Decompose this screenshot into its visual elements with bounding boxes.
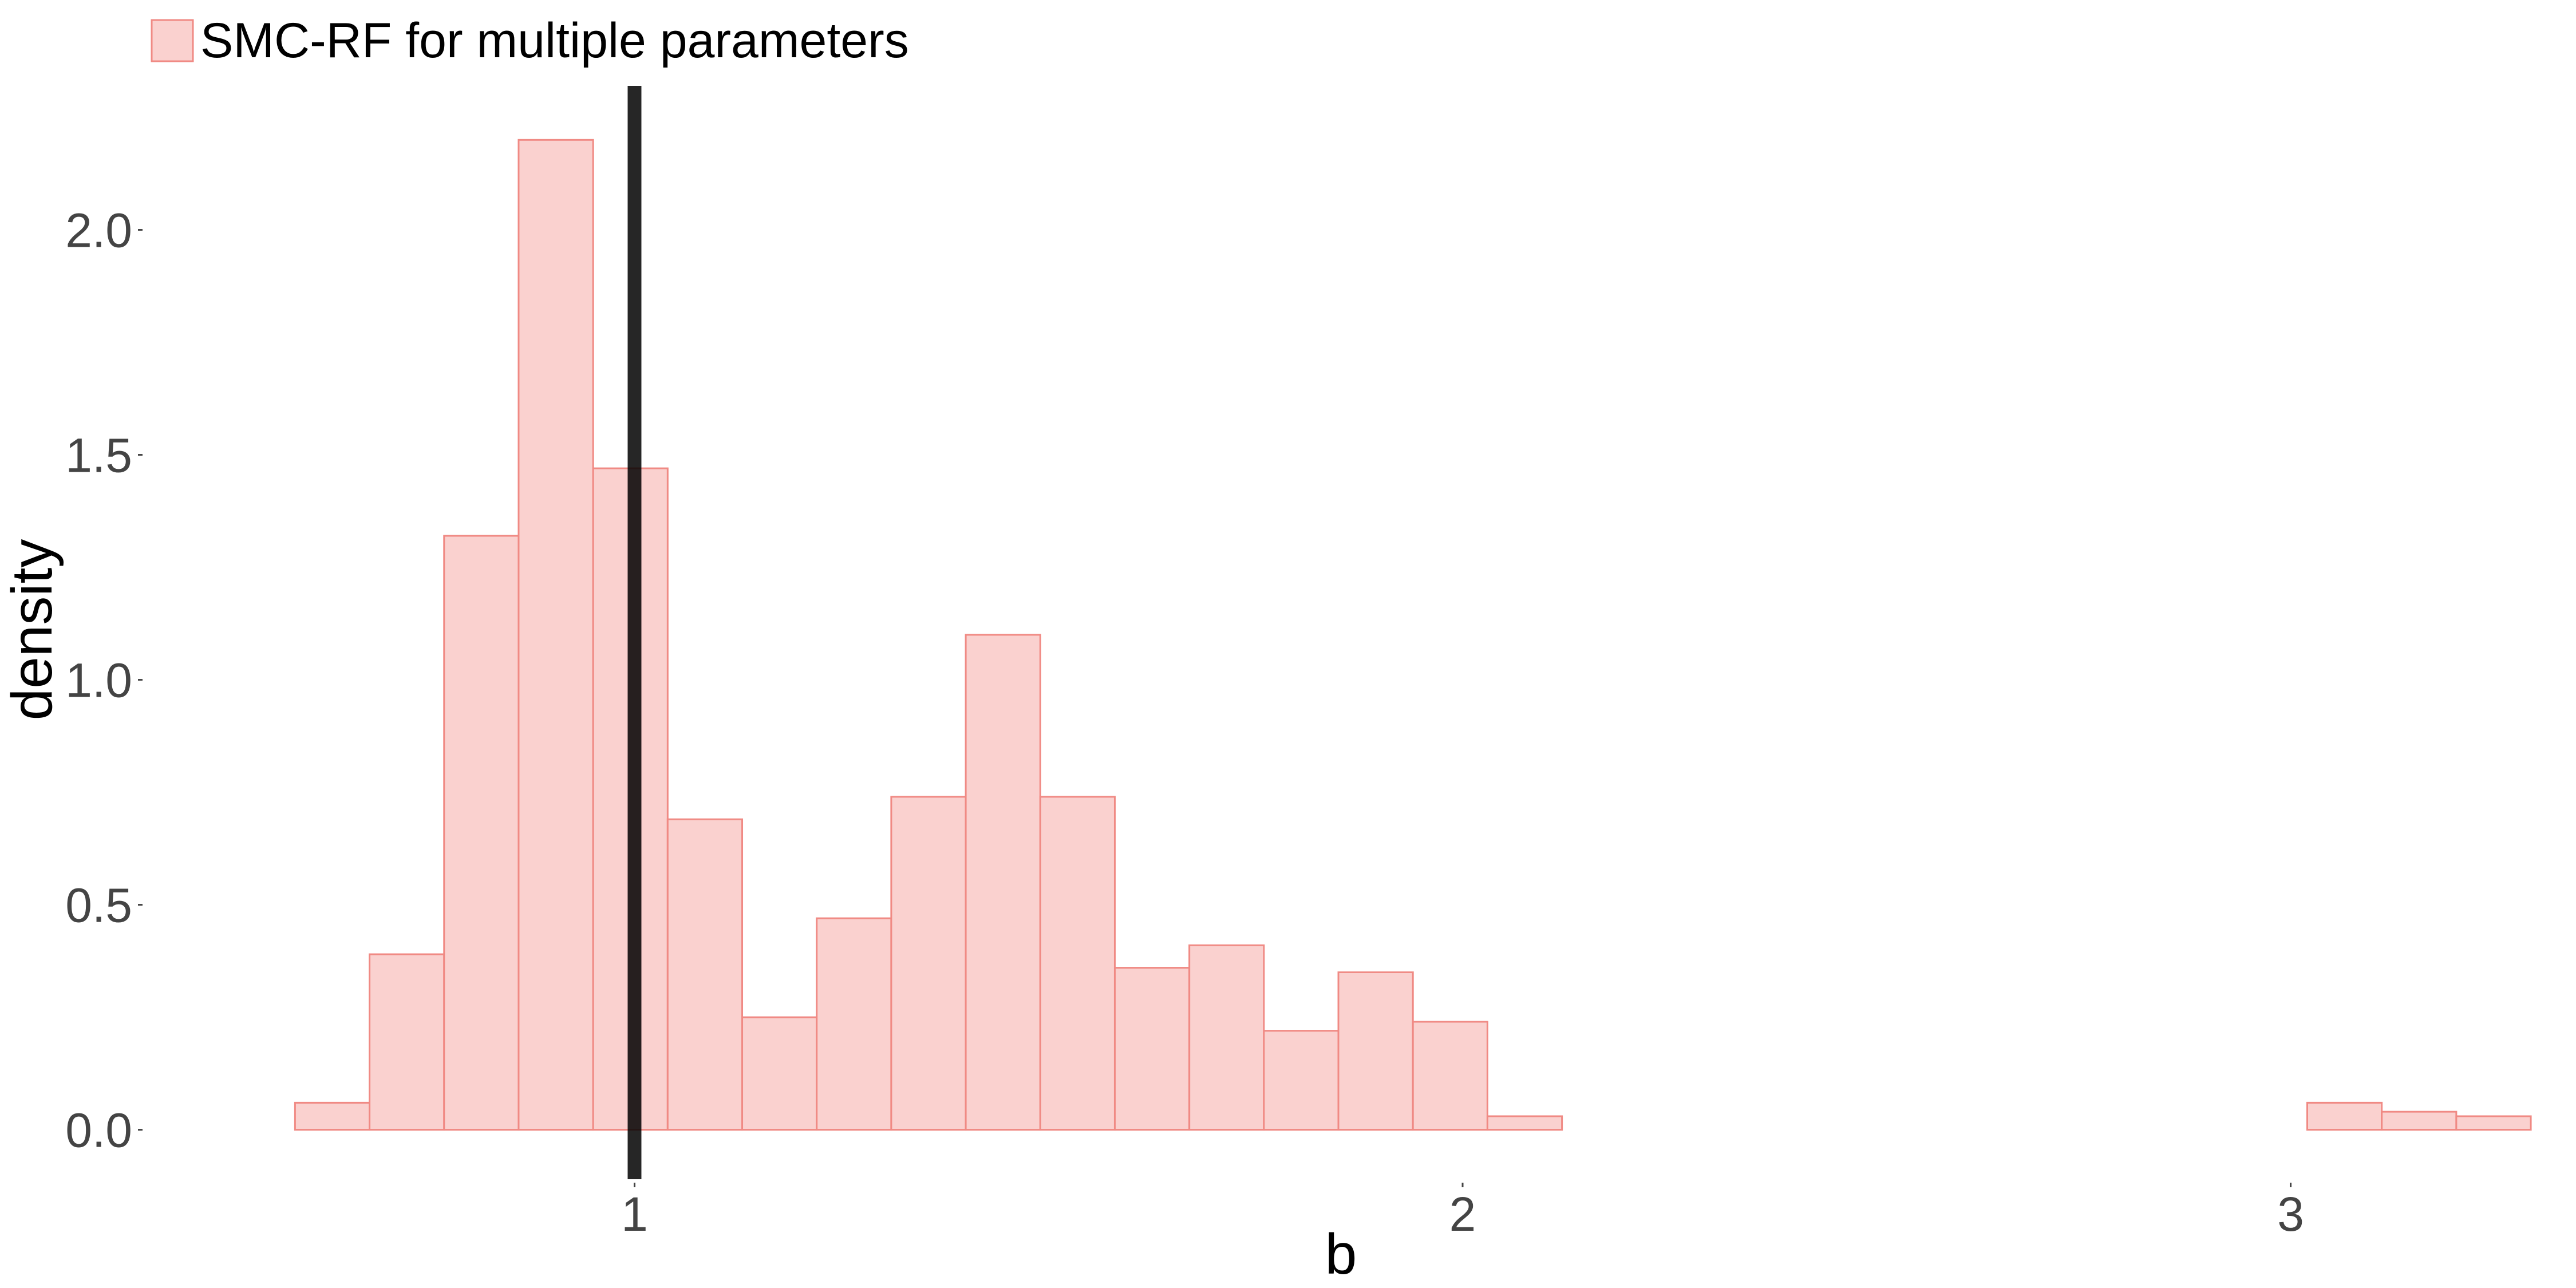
x-tick-label: 1 [621, 1187, 648, 1241]
histogram-bar [1188, 944, 1265, 1131]
y-tick-label: 0.0 [65, 1104, 132, 1157]
legend-label: SMC-RF for multiple parameters [200, 13, 909, 68]
histogram-bar [1337, 971, 1414, 1131]
y-tick-label: 2.0 [65, 204, 132, 258]
y-tick-label: 1.5 [65, 429, 132, 483]
histogram-bar [294, 1101, 371, 1131]
histogram-bar [741, 1016, 818, 1131]
y-axis-title: density [0, 539, 64, 721]
x-axis: 1 2 3 [621, 1183, 2304, 1241]
histogram-bar [443, 535, 520, 1131]
histogram-bar [816, 917, 892, 1131]
x-tick-label: 2 [1449, 1187, 1476, 1241]
histogram-bar [666, 818, 744, 1131]
histogram-bar [2306, 1101, 2383, 1131]
x-axis-title: b [1325, 1222, 1357, 1286]
histogram-bar [1263, 1030, 1340, 1131]
histogram-bar [369, 953, 445, 1131]
histogram-bar [1412, 1021, 1488, 1131]
histogram-bar [965, 634, 1041, 1131]
histogram-bar [890, 796, 967, 1131]
legend: SMC-RF for multiple parameters [151, 13, 909, 68]
histogram-bar [2455, 1115, 2532, 1131]
histogram-bar [1039, 796, 1116, 1131]
histogram-bars [294, 139, 2532, 1131]
x-tick-label: 3 [2277, 1187, 2304, 1241]
histogram-bar [1486, 1115, 1563, 1131]
histogram-bar [1113, 967, 1191, 1131]
legend-swatch [151, 19, 194, 62]
histogram-bar [517, 139, 594, 1131]
y-tick-label: 1.0 [65, 654, 132, 708]
y-tick-label: 0.5 [65, 879, 132, 933]
histogram-bar [2381, 1111, 2458, 1131]
y-axis: 0.0 0.5 1.0 1.5 2.0 [65, 204, 143, 1157]
